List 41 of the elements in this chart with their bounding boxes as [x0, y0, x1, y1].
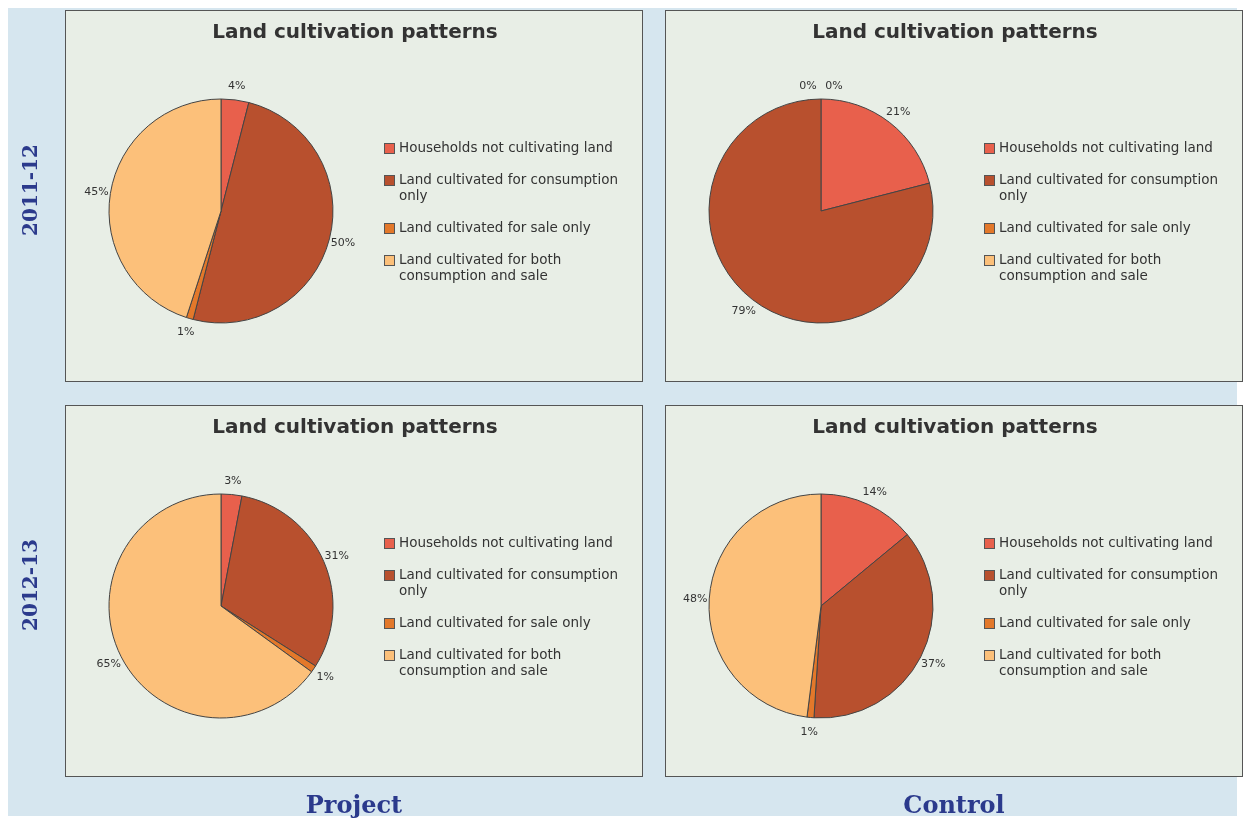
legend-label: Land cultivated for both consumption and sale	[999, 251, 1163, 283]
pie-slice	[708, 98, 934, 324]
legend-label: Land cultivated for consumption only	[999, 566, 1219, 598]
legend-label: Land cultivated for sale only	[399, 219, 592, 235]
data-label: 1%	[177, 325, 195, 339]
legend-label: Land cultivated for consumption only	[399, 566, 619, 598]
chart-title: Land cultivation patterns	[811, 414, 1099, 438]
data-label: 48%	[683, 591, 708, 605]
legend-label: Households not cultivating land	[399, 139, 614, 155]
data-label: 21%	[886, 104, 911, 118]
text: 2012-13	[18, 539, 43, 631]
data-label: 31%	[324, 549, 349, 563]
text: 0%	[799, 78, 817, 92]
text: 2011-12	[18, 144, 43, 236]
legend-label: Land cultivated for consumption only	[999, 171, 1219, 203]
data-label: 1%	[800, 724, 818, 738]
data-label: 3%	[224, 474, 242, 488]
legend-label: Land cultivated for both consumption and sale	[399, 646, 563, 678]
chart-title: Land cultivation patterns	[211, 19, 499, 43]
text: 0%	[825, 78, 843, 92]
text: Project	[304, 790, 404, 819]
data-label: 4%	[228, 79, 246, 93]
legend-label: Land cultivated for both consumption and sale	[399, 251, 563, 283]
data-label: 50%	[330, 235, 356, 249]
data-label: 45%	[84, 184, 109, 198]
data-label: 14%	[862, 485, 887, 499]
data-label: 65%	[96, 656, 121, 670]
data-label: 37%	[921, 656, 946, 670]
chart-title: Land cultivation patterns	[811, 19, 1099, 43]
legend-label: Land cultivated for sale only	[999, 219, 1192, 235]
legend-label: Land cultivated for consumption only	[399, 171, 619, 203]
legend-label: Households not cultivating land	[399, 534, 614, 550]
legend-label: Households not cultivating land	[999, 139, 1214, 155]
data-label: 1%	[316, 670, 334, 684]
legend-label: Land cultivated for both consumption and sale	[999, 646, 1163, 678]
data-label: 79%	[731, 304, 756, 318]
legend-label: Households not cultivating land	[999, 534, 1214, 550]
text: Control	[902, 790, 1006, 819]
chart-title: Land cultivation patterns	[211, 414, 499, 438]
legend-label: Land cultivated for sale only	[999, 614, 1192, 630]
legend-label: Land cultivated for sale only	[399, 614, 592, 630]
